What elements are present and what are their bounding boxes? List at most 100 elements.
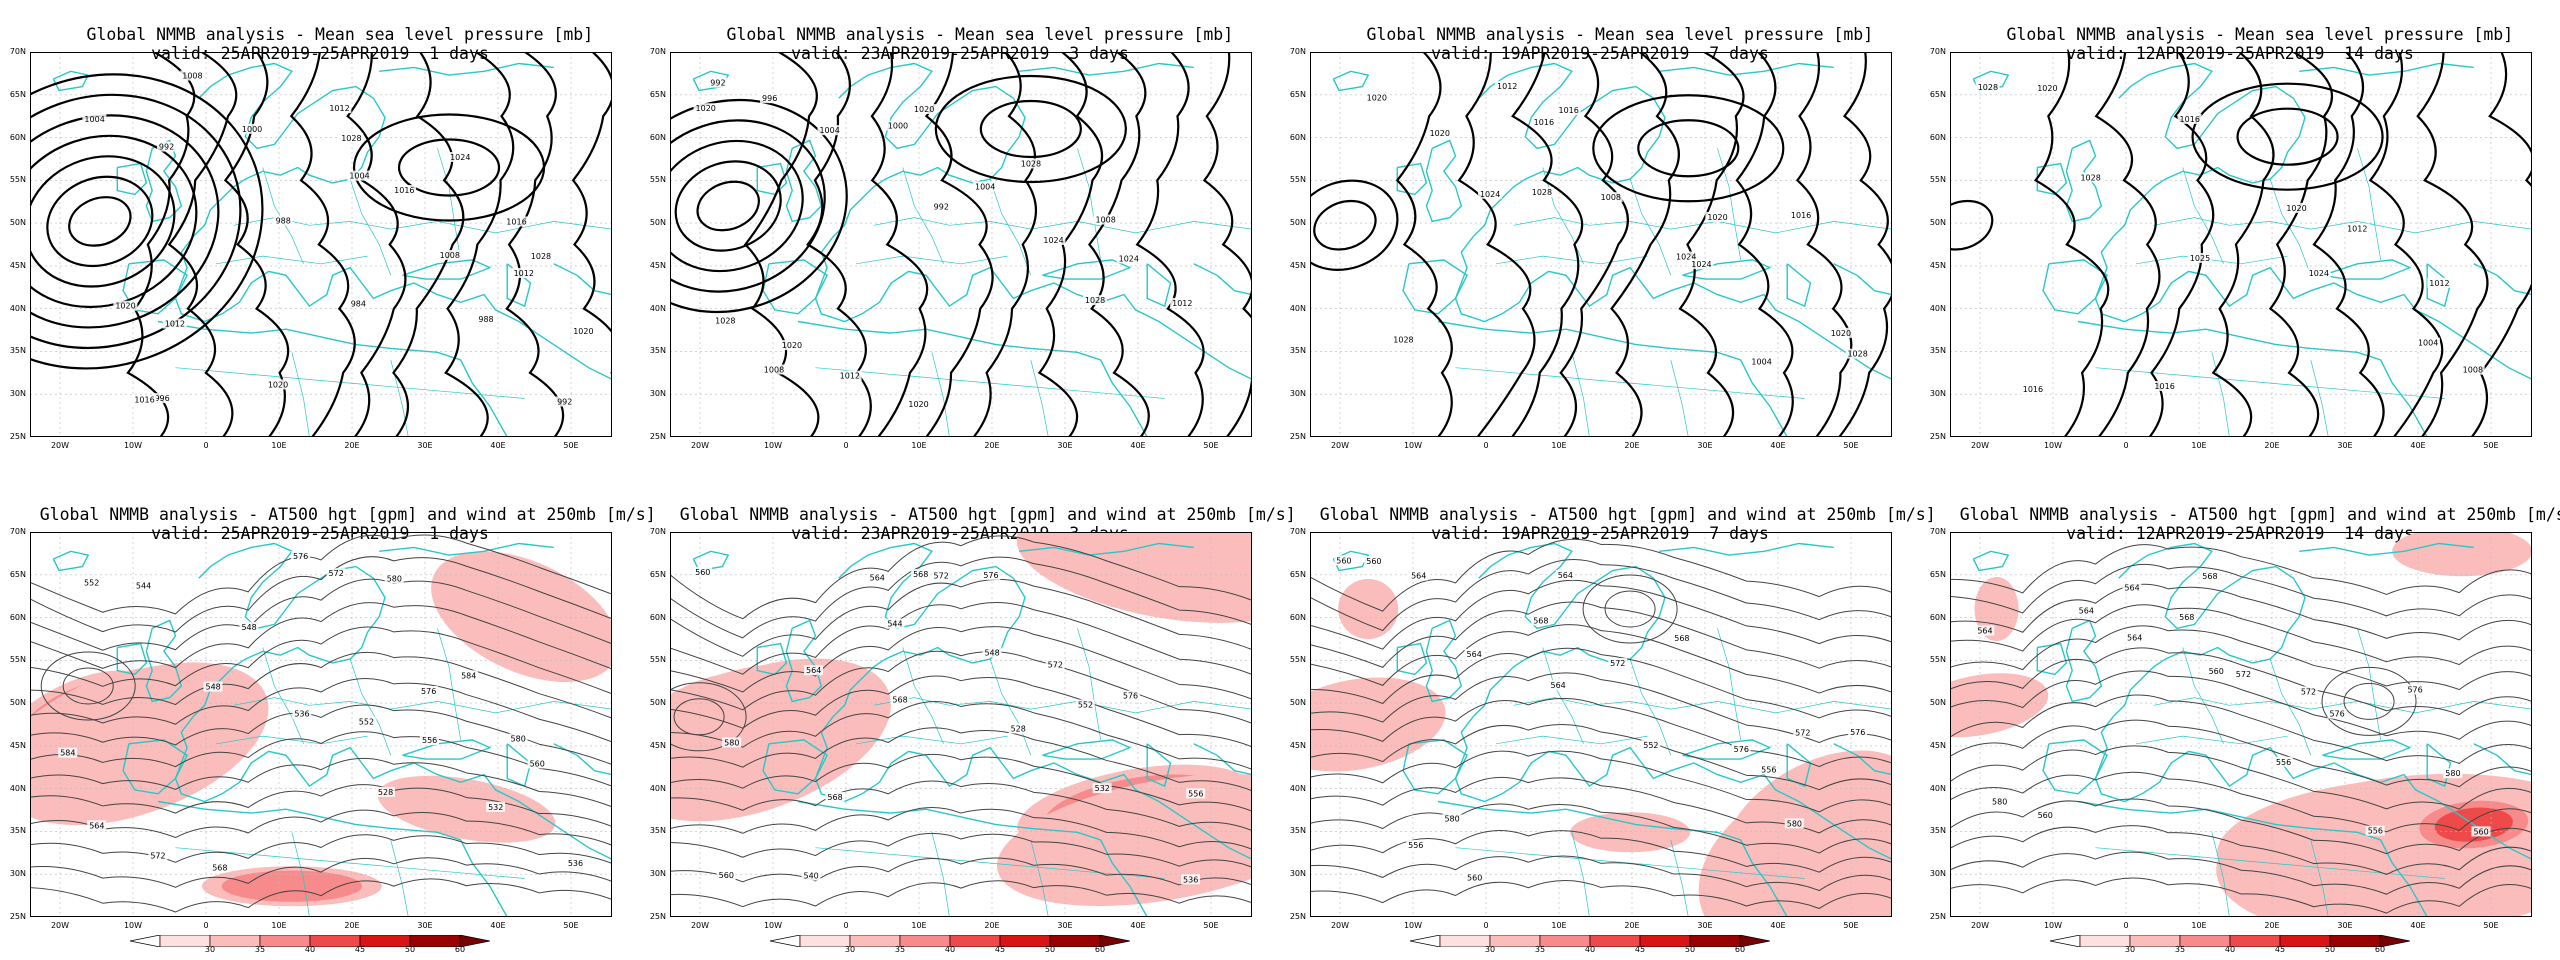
lat-tick-label: 65N <box>649 569 666 579</box>
contour-label: 580 <box>387 575 402 584</box>
lat-tick-label: 35N <box>9 826 26 836</box>
isobar <box>670 119 826 293</box>
contour-label: 560 <box>1467 874 1482 883</box>
country-border <box>1496 255 1648 265</box>
contour-label-bg <box>1409 570 1429 581</box>
contour-label-bg <box>1008 723 1028 734</box>
lat-tick-label: 55N <box>1289 175 1306 185</box>
lat-tick-label: 40N <box>649 783 666 793</box>
contour-label-bg <box>972 181 997 192</box>
height-contour <box>670 780 1252 831</box>
lat-tick-label: 40N <box>1929 303 1946 313</box>
colorbar-bar <box>129 934 491 948</box>
contour-label-bg <box>210 862 230 873</box>
lat-tick-label: 35N <box>1289 346 1306 356</box>
lon-tick-label: 20W <box>50 921 70 930</box>
lat-tick-label: 45N <box>649 260 666 270</box>
contour-label: 1004 <box>975 182 995 191</box>
panel-title: Global NMMB analysis - Mean sea level pr… <box>726 25 1234 63</box>
contour-label: 568 <box>1533 616 1548 625</box>
contour-label: 1012 <box>165 320 185 329</box>
contour-label: 1020 <box>2037 84 2057 93</box>
contour-label-bg <box>2035 809 2055 820</box>
country-border <box>2269 178 2312 276</box>
contour-label-bg <box>290 551 310 562</box>
lon-tick-label: 50E <box>563 921 579 930</box>
coastline <box>762 739 829 795</box>
contour-label-bg <box>1170 297 1195 308</box>
coastline <box>52 70 90 92</box>
lat-tick-label: 60N <box>649 612 666 622</box>
lat-tick-label: 70N <box>1289 527 1306 536</box>
panel-title: Global NMMB analysis - AT500 hgt [gpm] a… <box>1959 505 2560 543</box>
map-area: 552 548 536 528 532 536 544 548 552 556 560 564 568 5… <box>10 527 612 930</box>
contour-label-bg <box>1672 632 1692 643</box>
contour-label: 984 <box>351 299 366 308</box>
colorbar-bar <box>2049 934 2411 948</box>
contour-label: 564 <box>2079 607 2094 616</box>
contour-label: 1012 <box>2347 225 2367 234</box>
contour-label: 552 <box>359 718 374 727</box>
contour-label: 1016 <box>1791 211 1811 220</box>
contour-label: 572 <box>1610 659 1625 668</box>
contour-label: 560 <box>695 568 710 577</box>
contour-label-bg <box>1427 128 1452 139</box>
lon-tick-label: 50E <box>563 441 579 450</box>
height-contour <box>1950 745 2532 810</box>
contour-label: 560 <box>2038 811 2053 820</box>
lat-tick-label: 65N <box>1289 89 1306 99</box>
contour-label-bg <box>347 170 372 181</box>
contour-label: 552 <box>84 579 99 588</box>
lat-tick-label: 25N <box>1929 912 1946 921</box>
map-frame <box>1950 52 2532 437</box>
isobar <box>670 139 804 273</box>
country-border <box>873 217 1252 234</box>
contour-label: 988 <box>478 315 493 324</box>
isobar <box>972 52 1038 437</box>
lat-tick-label: 45N <box>1929 740 1946 750</box>
lat-tick-label: 70N <box>649 527 666 536</box>
contour-label: 536 <box>568 859 583 868</box>
lat-tick-label: 70N <box>9 47 26 56</box>
contour-label: 528 <box>378 788 393 797</box>
contour-label-bg <box>1334 555 1354 566</box>
contour-label: 576 <box>421 687 436 696</box>
contour-label: 1020 <box>782 341 802 350</box>
coastline <box>1786 743 1812 788</box>
lon-tick-label: 40E <box>490 921 506 930</box>
isobar <box>167 52 238 437</box>
lat-tick-label: 60N <box>9 132 26 142</box>
coastline <box>116 642 148 676</box>
contour-label: 580 <box>1444 814 1459 823</box>
coastline <box>1437 320 1788 437</box>
contour-label-bg <box>265 379 290 390</box>
isobar <box>223 52 290 437</box>
colorbar-tick-label: 35 <box>2174 945 2186 954</box>
contour-label: 1016 <box>2154 382 2174 391</box>
contour-label: 576 <box>2329 710 2344 719</box>
contour-label: 1020 <box>1707 213 1727 222</box>
map-frame <box>670 52 1252 437</box>
lon-tick-label: 20E <box>344 921 360 930</box>
country-border <box>1513 217 1892 234</box>
contour-label-bg <box>292 708 312 719</box>
contour-label-bg <box>1990 796 2010 807</box>
contour-label-bg <box>2471 826 2491 837</box>
lat-tick-label: 30N <box>1289 389 1306 399</box>
colorbar-tick-label: 40 <box>304 945 316 954</box>
contour-label: 1016 <box>134 396 154 405</box>
lat-tick-label: 35N <box>1929 826 1946 836</box>
lon-tick-label: 20W <box>1970 441 1990 450</box>
country-border <box>349 658 392 756</box>
lon-tick-label: 40E <box>1130 441 1146 450</box>
hgt-wind-panel-1day: Global NMMB analysis - AT500 hgt [gpm] a… <box>0 480 656 960</box>
contour-label-bg <box>1477 188 1502 199</box>
coastline <box>2042 259 2109 315</box>
contour-label: 1020 <box>2286 204 2306 213</box>
contour-label-bg <box>1495 80 1520 91</box>
contour-label-bg <box>1674 251 1699 262</box>
height-contour <box>1950 647 2532 716</box>
country-border <box>2136 735 2288 745</box>
colorbar-tick-label: 50 <box>2324 945 2336 954</box>
height-contour <box>1950 771 2532 833</box>
